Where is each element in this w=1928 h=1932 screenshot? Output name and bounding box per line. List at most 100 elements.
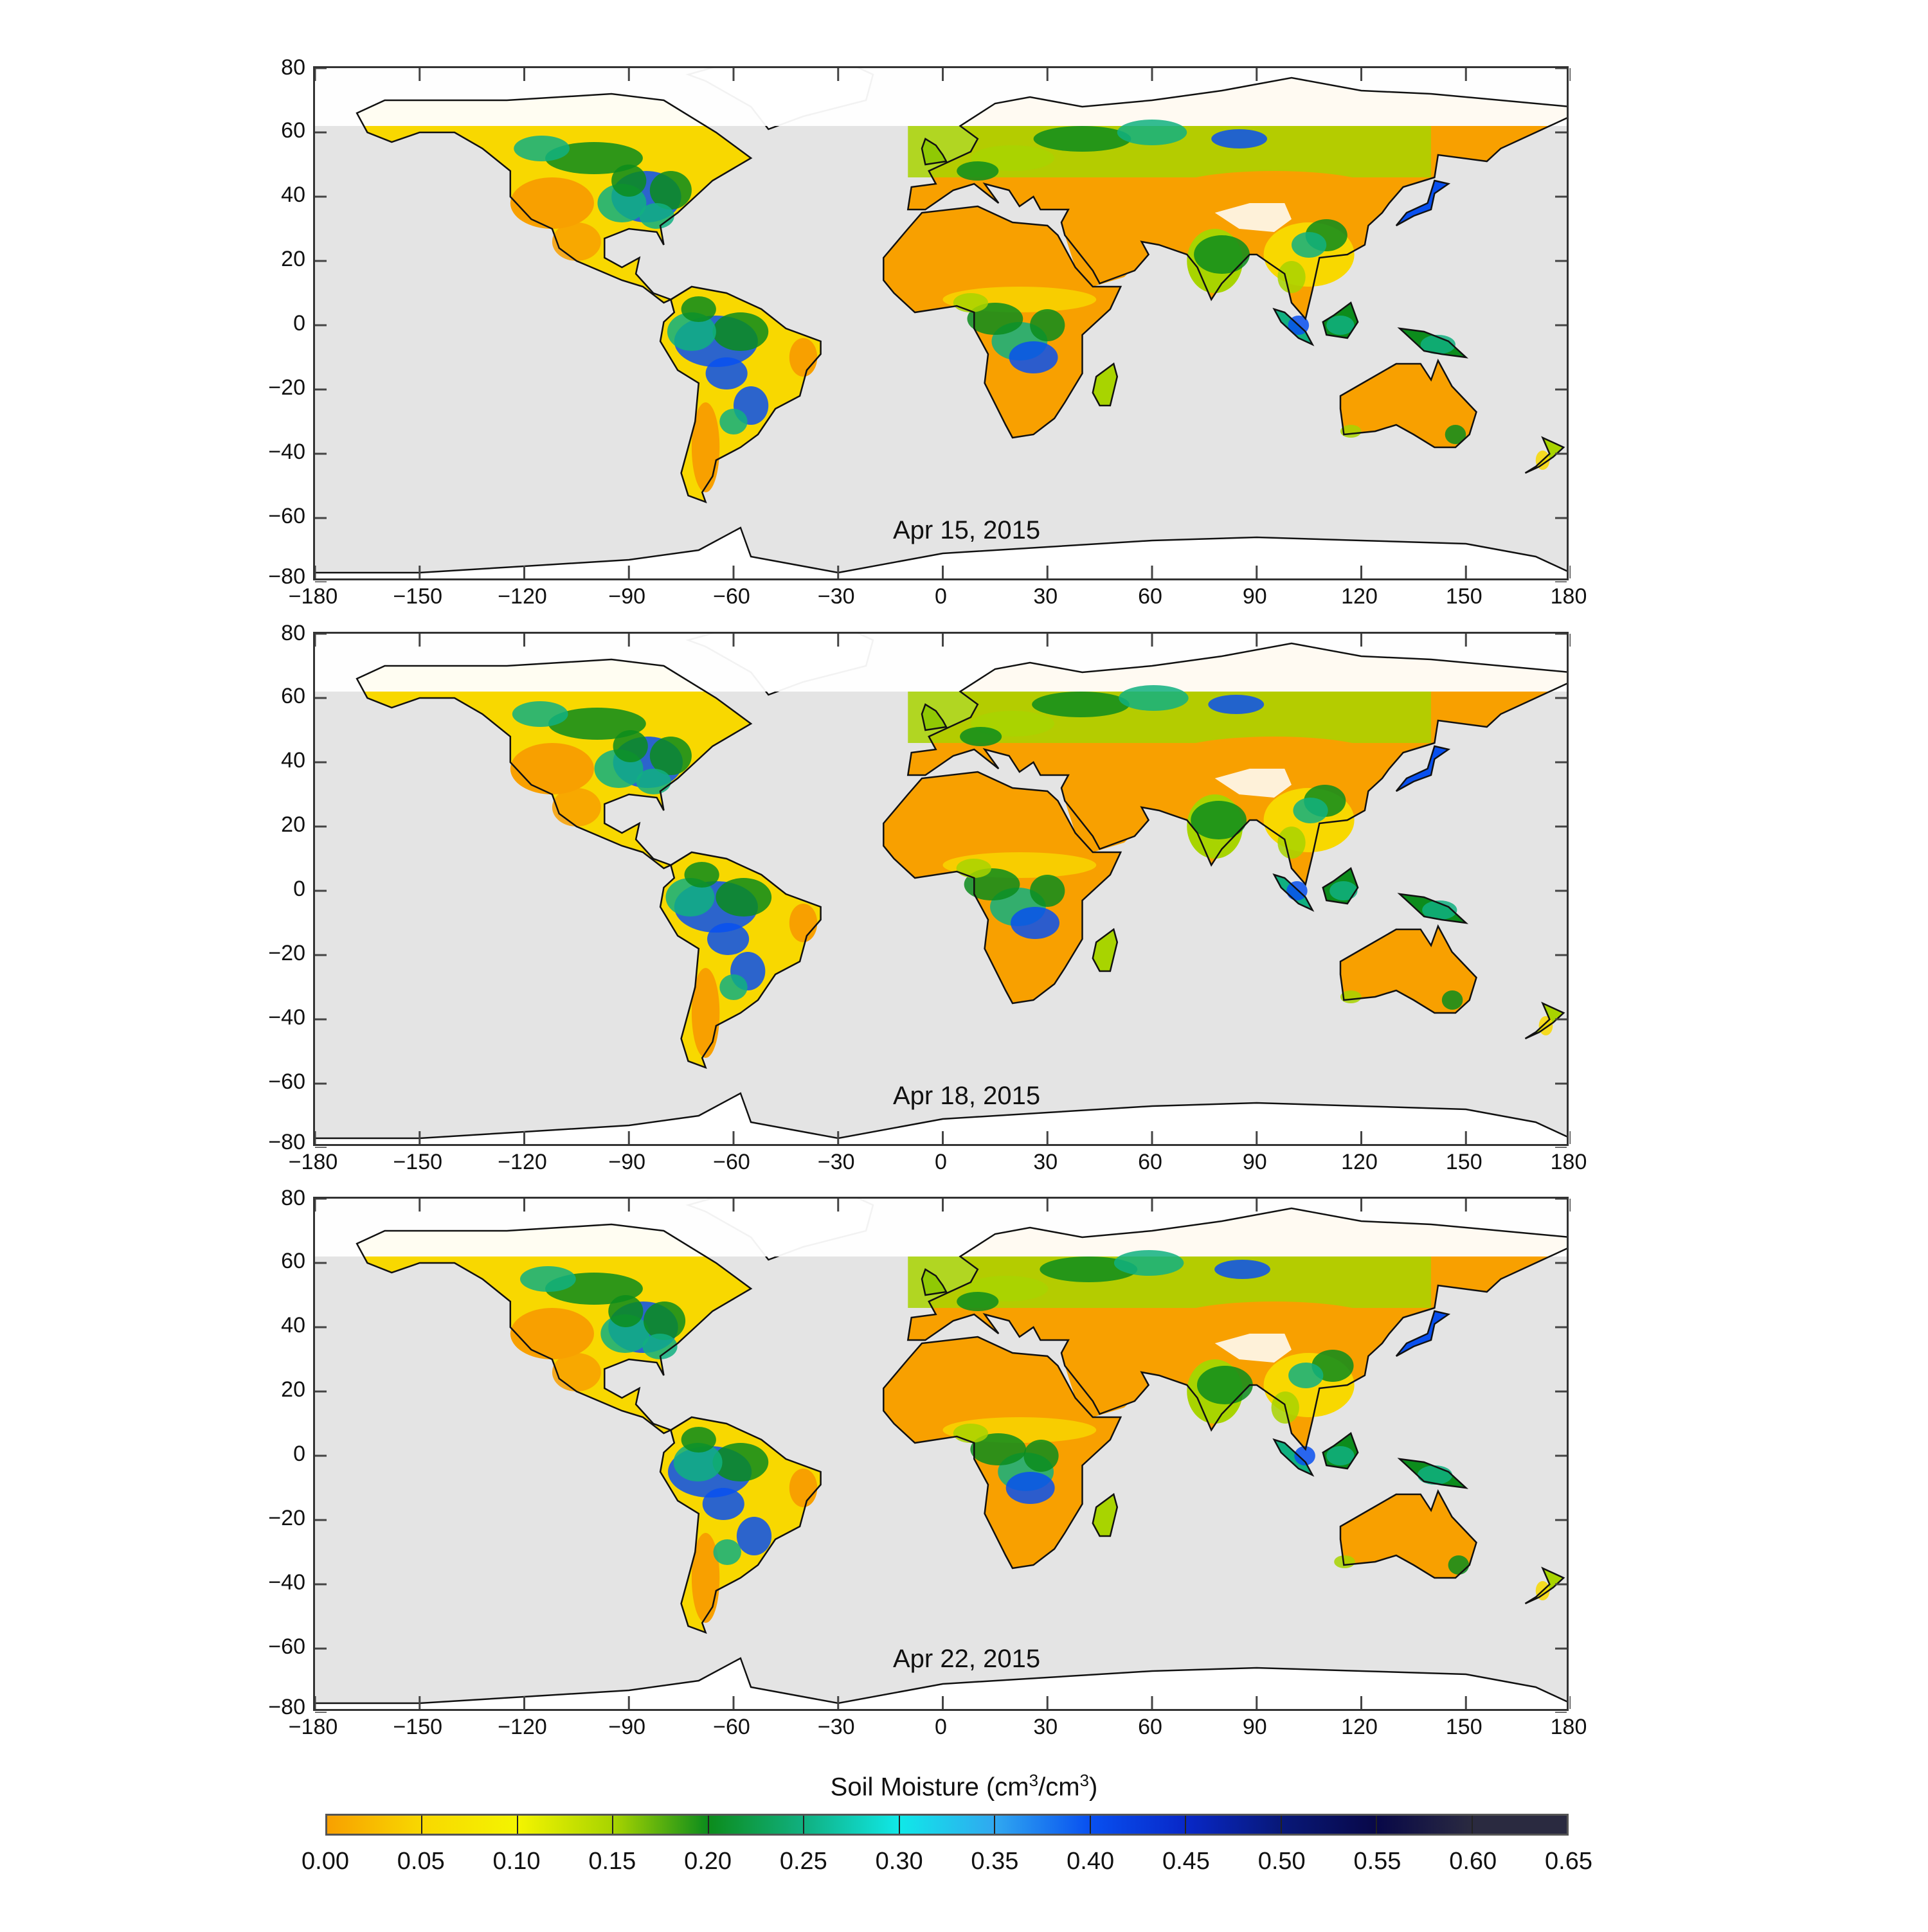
colorbar-tick-label: 0.60 xyxy=(1449,1848,1497,1875)
x-tick-label: 0 xyxy=(935,1715,947,1739)
x-tick-label: −180 xyxy=(288,1150,338,1174)
x-tick-label: −180 xyxy=(288,1715,338,1739)
colorbar-tick-label: 0.55 xyxy=(1353,1848,1401,1875)
colorbar-tick-label: 0.20 xyxy=(684,1848,732,1875)
date-label: Apr 15, 2015 xyxy=(893,516,1041,544)
y-tick-label: −80 xyxy=(268,1695,305,1719)
date-label: Apr 18, 2015 xyxy=(893,1082,1041,1110)
x-tick-label: 0 xyxy=(935,584,947,609)
x-tick-label: −150 xyxy=(393,584,443,609)
y-tick-label: 60 xyxy=(281,684,305,708)
y-tick-label: −40 xyxy=(268,1570,305,1595)
x-tick-label: −30 xyxy=(817,584,855,609)
map-panel-3: Apr 22, 2015 xyxy=(313,1197,1571,1713)
x-tick-label: 120 xyxy=(1341,1715,1378,1739)
x-tick-label: 60 xyxy=(1138,1715,1162,1739)
y-tick-label: 20 xyxy=(281,812,305,837)
colorbar-segment xyxy=(613,1816,709,1834)
colorbar xyxy=(325,1814,1569,1836)
colorbar-segment xyxy=(1281,1816,1378,1834)
y-tick-label: 0 xyxy=(293,1442,305,1466)
x-tick-label: 150 xyxy=(1445,584,1482,609)
y-tick-label: −60 xyxy=(268,1634,305,1659)
colorbar-tick-label: 0.65 xyxy=(1545,1848,1592,1875)
colorbar-tick-label: 0.25 xyxy=(779,1848,827,1875)
colorbar-tick-label: 0.40 xyxy=(1067,1848,1115,1875)
y-tick-label: 60 xyxy=(281,118,305,143)
x-tick-label: −90 xyxy=(608,1150,646,1174)
y-tick-label: 40 xyxy=(281,1313,305,1337)
map-panel-1: Apr 15, 2015 xyxy=(313,66,1571,582)
x-tick-label: 150 xyxy=(1445,1715,1482,1739)
y-tick-label: 0 xyxy=(293,311,305,335)
soil-moisture-map xyxy=(315,634,1571,1148)
x-tick-label: 90 xyxy=(1242,1150,1267,1174)
y-tick-label: −80 xyxy=(268,1130,305,1154)
y-tick-label: 40 xyxy=(281,183,305,207)
colorbar-segment xyxy=(995,1816,1091,1834)
colorbar-segment xyxy=(804,1816,900,1834)
x-tick-label: −180 xyxy=(288,584,338,609)
soil-moisture-map xyxy=(315,68,1571,582)
y-tick-label: 0 xyxy=(293,877,305,901)
colorbar-segment xyxy=(708,1816,805,1834)
x-tick-label: −90 xyxy=(608,1715,646,1739)
map-panel-2: Apr 18, 2015 xyxy=(313,632,1571,1148)
y-tick-label: 60 xyxy=(281,1249,305,1273)
colorbar-segment xyxy=(422,1816,518,1834)
x-tick-label: 90 xyxy=(1242,584,1267,609)
colorbar-segment xyxy=(899,1816,996,1834)
soil-moisture-map xyxy=(315,1199,1571,1713)
x-tick-label: 90 xyxy=(1242,1715,1267,1739)
x-tick-label: 30 xyxy=(1033,1715,1058,1739)
y-tick-label: 40 xyxy=(281,748,305,773)
x-tick-label: −30 xyxy=(817,1150,855,1174)
y-tick-label: −20 xyxy=(268,375,305,400)
y-tick-label: −40 xyxy=(268,1005,305,1030)
x-tick-label: −150 xyxy=(393,1715,443,1739)
x-tick-label: 60 xyxy=(1138,1150,1162,1174)
colorbar-segment xyxy=(518,1816,614,1834)
colorbar-segment xyxy=(1090,1816,1187,1834)
y-tick-label: −20 xyxy=(268,1506,305,1530)
x-tick-label: −60 xyxy=(713,584,750,609)
y-tick-label: 80 xyxy=(281,621,305,645)
colorbar-tick-label: 0.45 xyxy=(1162,1848,1210,1875)
y-tick-label: 20 xyxy=(281,1377,305,1402)
x-tick-label: 30 xyxy=(1033,1150,1058,1174)
x-tick-label: 0 xyxy=(935,1150,947,1174)
x-tick-label: 150 xyxy=(1445,1150,1482,1174)
colorbar-tick-label: 0.05 xyxy=(397,1848,445,1875)
colorbar-tick-label: 0.30 xyxy=(875,1848,923,1875)
x-tick-label: 180 xyxy=(1550,1715,1587,1739)
x-tick-label: −120 xyxy=(498,1715,547,1739)
y-tick-label: −80 xyxy=(268,564,305,589)
x-tick-label: 60 xyxy=(1138,584,1162,609)
x-tick-label: 180 xyxy=(1550,1150,1587,1174)
y-tick-label: 80 xyxy=(281,55,305,80)
x-tick-label: −120 xyxy=(498,584,547,609)
colorbar-segment xyxy=(1472,1816,1567,1834)
colorbar-tick-label: 0.35 xyxy=(971,1848,1019,1875)
colorbar-tick-label: 0.10 xyxy=(492,1848,541,1875)
x-tick-label: −120 xyxy=(498,1150,547,1174)
date-label: Apr 22, 2015 xyxy=(893,1645,1041,1673)
colorbar-tick-label: 0.50 xyxy=(1257,1848,1306,1875)
y-tick-label: −60 xyxy=(268,1069,305,1094)
y-tick-label: −60 xyxy=(268,504,305,528)
y-tick-label: −20 xyxy=(268,941,305,965)
colorbar-tick-label: 0.15 xyxy=(588,1848,636,1875)
x-tick-label: −60 xyxy=(713,1150,750,1174)
colorbar-segment xyxy=(327,1816,423,1834)
colorbar-title: Soil Moisture (cm3/cm3) xyxy=(830,1771,1098,1802)
colorbar-segment xyxy=(1377,1816,1473,1834)
x-tick-label: 120 xyxy=(1341,584,1378,609)
x-tick-label: −150 xyxy=(393,1150,443,1174)
colorbar-tick-label: 0.00 xyxy=(302,1848,349,1875)
x-tick-label: −30 xyxy=(817,1715,855,1739)
x-tick-label: −90 xyxy=(608,584,646,609)
x-tick-label: 30 xyxy=(1033,584,1058,609)
x-tick-label: 180 xyxy=(1550,584,1587,609)
x-tick-label: −60 xyxy=(713,1715,750,1739)
x-tick-label: 120 xyxy=(1341,1150,1378,1174)
